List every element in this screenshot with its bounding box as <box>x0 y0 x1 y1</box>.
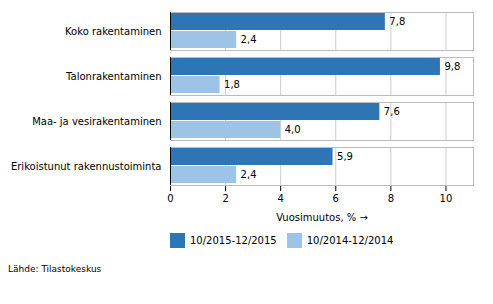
svg-text:0: 0 <box>167 193 173 204</box>
svg-text:6: 6 <box>333 193 339 204</box>
svg-text:4: 4 <box>277 193 283 204</box>
svg-text:Talonrakentaminen: Talonrakentaminen <box>65 71 161 82</box>
svg-text:2: 2 <box>222 193 228 204</box>
svg-text:7,6: 7,6 <box>384 106 400 117</box>
svg-text:4,0: 4,0 <box>285 124 301 135</box>
svg-text:5,9: 5,9 <box>337 151 353 162</box>
svg-text:Koko rakentaminen: Koko rakentaminen <box>65 26 161 37</box>
html-text:10/2015-12/2015: 10/2015-12/2015 <box>190 235 277 246</box>
html-text:10/2014-12/2014: 10/2014-12/2014 <box>306 235 394 246</box>
svg-text:8: 8 <box>388 193 394 204</box>
svg-text:Erikoistunut rakennustoiminta: Erikoistunut rakennustoiminta <box>11 161 162 172</box>
svg-text:1,8: 1,8 <box>224 79 240 90</box>
svg-text:10: 10 <box>440 193 453 204</box>
svg-text:Maa- ja vesirakentaminen: Maa- ja vesirakentaminen <box>32 116 161 127</box>
svg-text:2,4: 2,4 <box>241 34 257 45</box>
svg-text:9,8: 9,8 <box>444 61 460 72</box>
svg-text:7,8: 7,8 <box>389 16 405 27</box>
svg-text:Vuosimuutos, % →: Vuosimuutos, % → <box>276 212 368 223</box>
svg-text:2,4: 2,4 <box>241 169 257 180</box>
html-text:Lähde: Tilastokeskus: Lähde: Tilastokeskus <box>8 264 102 274</box>
